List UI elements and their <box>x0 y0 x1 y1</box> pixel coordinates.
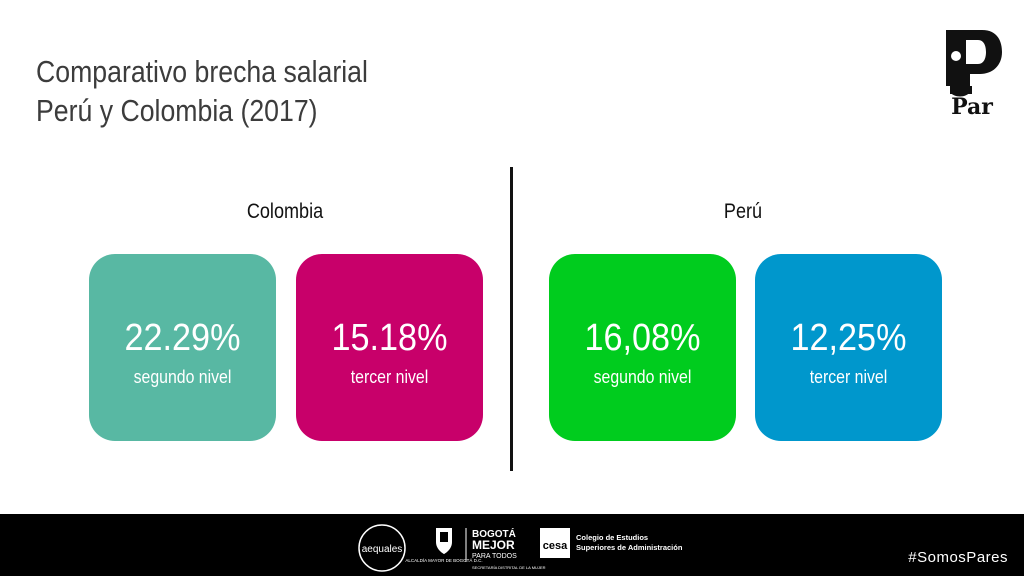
alcaldia-text: ALCALDÍA MAYOR DE BOGOTÁ D.C. <box>405 557 482 563</box>
bogota-line-1: BOGOTÁ <box>472 527 516 540</box>
aequales-logo: aequales <box>358 524 406 572</box>
cesa-line-1: Colegio de Estudios <box>576 533 648 542</box>
stat-label: tercer nivel <box>350 367 429 387</box>
cesa-logo: cesa Colegio de Estudios Superiores de A… <box>540 528 683 558</box>
stat-value: 12,25% <box>790 317 907 359</box>
stat-value: 22.29% <box>124 317 241 359</box>
bogota-line-2: MEJOR <box>472 538 515 552</box>
par-logo-text: Par <box>951 94 993 118</box>
stat-card-peru-segundo: 16,08% segundo nivel <box>549 254 736 441</box>
stat-value: 15.18% <box>331 317 448 359</box>
stat-label: tercer nivel <box>809 367 888 387</box>
cesa-mark: cesa <box>543 540 568 552</box>
aequales-text: aequales <box>362 544 403 555</box>
bogota-line-3: PARA TODOS <box>472 553 517 560</box>
secretaria-text: SECRETARÍA DISTRITAL DE LA MUJER <box>472 565 546 570</box>
slide-title: Comparativo brecha salarial Perú y Colom… <box>36 52 368 130</box>
par-logo: Par <box>946 30 1002 118</box>
sponsor-logos: aequales ALCALDÍA MAYOR DE BOGOTÁ D.C. B… <box>358 524 683 572</box>
stat-card-peru-tercer: 12,25% tercer nivel <box>755 254 942 441</box>
stat-card-colombia-tercer: 15.18% tercer nivel <box>296 254 483 441</box>
stat-label: segundo nivel <box>133 367 232 387</box>
stat-value: 16,08% <box>584 317 701 359</box>
stat-card-colombia-segundo: 22.29% segundo nivel <box>89 254 276 441</box>
country-label-colombia: Colombia <box>246 200 324 223</box>
divider <box>510 167 513 471</box>
title-line-1: Comparativo brecha salarial <box>36 54 368 89</box>
title-line-2: Perú y Colombia (2017) <box>36 93 318 128</box>
cesa-line-2: Superiores de Administración <box>576 543 683 552</box>
alcaldia-logo: ALCALDÍA MAYOR DE BOGOTÁ D.C. <box>405 528 483 563</box>
stat-label: segundo nivel <box>593 367 692 387</box>
country-label-peru: Perú <box>723 200 763 223</box>
hashtag: #SomosPares <box>908 549 1008 566</box>
footer-bar <box>0 514 1024 576</box>
bogota-logo: BOGOTÁ MEJOR PARA TODOS <box>472 527 517 560</box>
